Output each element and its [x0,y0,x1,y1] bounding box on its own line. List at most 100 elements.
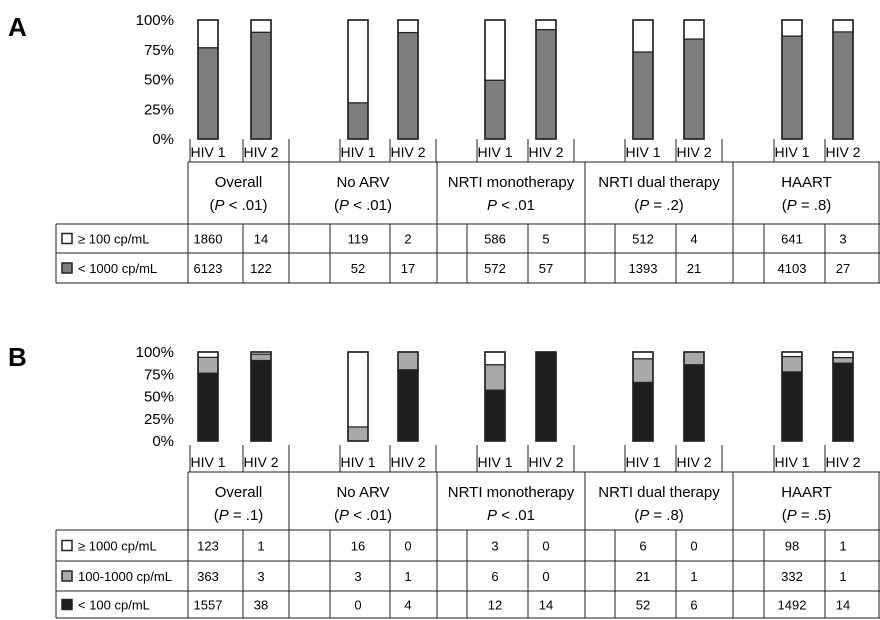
panel-b-group-p-value: (P < .01) [334,507,392,524]
panel-a-count-cell: 4103 [778,261,807,276]
panel-b-count-cell: 1492 [778,598,807,613]
panel-a-bar-segment [484,79,506,140]
panel-a-bar-outline [484,19,506,140]
panel-b-bar-outline [781,351,803,442]
panel-b-sub-label: HIV 2 [390,454,425,470]
panel-b-bar-outline [197,351,219,442]
panel-a-bar-segment [832,19,854,33]
panel-a-legend-label: ≥ 100 cp/mL [78,232,149,247]
panel-b-legend-label: ≥ 1000 cp/mL [78,539,157,554]
panel-a-count-cell: 17 [401,261,415,276]
panel-b-bar-outline [683,351,705,442]
panel-b-legend-label: < 100 cp/mL [78,598,150,613]
panel-a-bar-outline [397,19,419,140]
panel-a-sub-label: HIV 2 [825,144,860,160]
panel-b-count-cell: 1 [839,539,846,554]
panel-a-bar-segment [535,19,557,31]
panel-b-y-tick-label: 25% [144,411,174,428]
panel-b-group-name: HAART [781,484,832,501]
panel-b-bar-outline [484,351,506,442]
panel-a-bar-segment [250,31,272,140]
panel-b-sub-label: HIV 1 [625,454,660,470]
panel-b-legend-label: 100-1000 cp/mL [78,569,172,584]
panel-b-group-p-value: (P = .1) [214,507,264,524]
panel-b-bar-outline [832,351,854,442]
panel-b-count-cell: 1 [690,569,697,584]
panel-a-group-name: NRTI dual therapy [598,174,720,191]
panel-a-bar-segment [397,31,419,140]
panel-b-bar-segment [832,362,854,442]
panel-a-count-cell: 1860 [194,232,223,247]
panel-a-group-name: Overall [215,174,263,191]
panel-a-y-tick-label: 0% [152,131,174,148]
panel-b-bar-outline [250,351,272,442]
panel-a-count-cell: 4 [690,232,697,247]
panel-a-group-p-value: (P = .2) [634,197,684,214]
panel-b-bar-segment [683,351,705,366]
panel-b-bar-segment [832,351,854,359]
panel-a-y-tick-label: 75% [144,42,174,59]
panel-b-sub-label: HIV 1 [340,454,375,470]
panel-b-legend-swatch [61,539,73,552]
panel-a-y-tick-label: 100% [136,12,174,29]
panel-b-y-tick-label: 75% [144,366,174,383]
panel-a-y-tick-label: 25% [144,101,174,118]
panel-a-bar-outline [535,19,557,140]
panel-a-bar-segment [781,35,803,140]
panel-b-bar-segment [197,356,219,374]
panel-a-bar-segment [197,47,219,140]
panel-a: A 0% 25% 50% 75% 100% HIV 1 HIV 2 HIV 1 HIV 2 HIV … [8,12,880,284]
panel-a-count-cell: 641 [781,232,803,247]
panel-a-count-cell: 5 [542,232,549,247]
panel-b-group-name: Overall [215,484,263,501]
panel-b-y-tick-label: 100% [136,344,174,361]
panel-b-bar-segment [781,355,803,373]
panel-a-group-name: NRTI monotherapy [448,174,575,191]
panel-b-count-cell: 52 [636,598,650,613]
panel-b-bar-segment [347,426,369,442]
panel-a-label: A [8,12,27,42]
panel-b-bar-segment [683,364,705,442]
panel-b-count-cell: 3 [354,569,361,584]
panel-b-count-cell: 0 [542,569,549,584]
panel-b-sub-label: HIV 1 [477,454,512,470]
panel-a-bar-outline [250,19,272,140]
panel-b-count-cell: 21 [636,569,650,584]
panel-a-bar-segment [347,102,369,140]
panel-a-count-cell: 512 [632,232,654,247]
panel-a-bar-outline [197,19,219,140]
panel-b-count-cell: 1 [839,569,846,584]
panel-b-count-cell: 12 [488,598,502,613]
panel-b-count-cell: 98 [785,539,799,554]
panel-a-bar-outline [683,19,705,140]
panel-b-sub-label: HIV 2 [528,454,563,470]
panel-a-bar-segment [397,19,419,34]
panel-a-sub-label: HIV 2 [390,144,425,160]
panel-a-bar-segment [535,28,557,140]
panel-a-legend-swatch [61,232,73,245]
panel-b-count-cell: 3 [257,569,264,584]
panel-b-group-name: NRTI monotherapy [448,484,575,501]
panel-b-count-cell: 332 [781,569,803,584]
panel-a-bar-outline [347,19,369,140]
panel-b-count-cell: 1 [404,569,411,584]
panel-b-count-cell: 6 [491,569,498,584]
panel-b-count-cell: 0 [542,539,549,554]
panel-a-legend-label: < 1000 cp/mL [78,261,157,276]
panel-a-bar-segment [197,19,219,49]
panel-a-group-p-value: (P < .01) [334,197,392,214]
panel-b-sub-label: HIV 2 [243,454,278,470]
panel-a-sub-label: HIV 1 [340,144,375,160]
panel-b-count-cell: 6 [639,539,646,554]
panel-a-sub-label: HIV 1 [477,144,512,160]
panel-a-sub-label: HIV 2 [528,144,563,160]
panel-b-count-cell: 14 [836,598,850,613]
panel-b-bar-segment [197,372,219,442]
panel-a-count-cell: 122 [250,261,272,276]
panel-b-count-cell: 1557 [194,598,223,613]
panel-b-count-cell: 4 [404,598,411,613]
panel-a-bar-segment [683,19,705,40]
panel-a-sub-label: HIV 2 [676,144,711,160]
panel-a-group-p-value: (P = .8) [782,197,832,214]
panel-a-bar-segment [632,51,654,140]
